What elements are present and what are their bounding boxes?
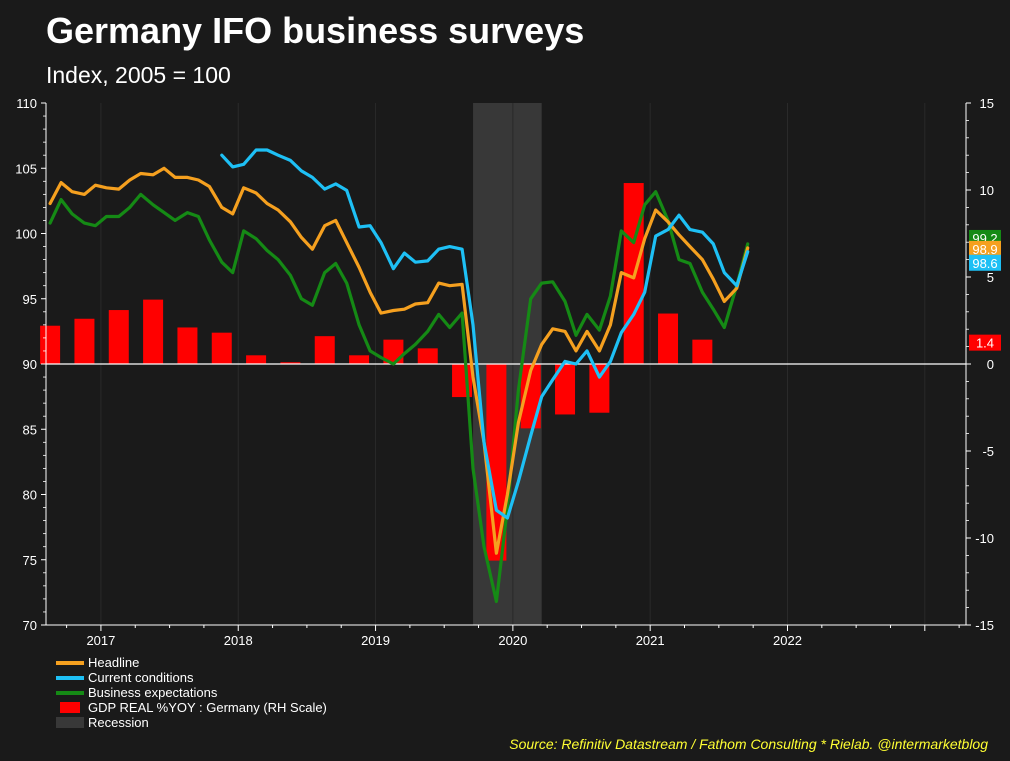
badge-gdp — [969, 334, 1001, 351]
gdp-bar — [74, 318, 95, 364]
badge-headline-label: 98.9 — [972, 242, 997, 257]
gdp-bar — [246, 355, 267, 364]
legend-label-headline: Headline — [88, 655, 140, 670]
x-tick-label: 2017 — [86, 633, 115, 648]
legend-item-business-expectations: Business expectations — [56, 685, 327, 700]
left-tick-label: 85 — [23, 422, 37, 437]
left-tick-label: 70 — [23, 618, 37, 633]
right-tick-label: -5 — [982, 444, 994, 459]
left-tick-label: 80 — [23, 488, 37, 503]
left-tick-label: 105 — [15, 161, 37, 176]
gdp-bar — [143, 299, 164, 364]
series-line-headline — [48, 166, 750, 555]
series-line-current-conditions — [220, 148, 750, 520]
legend-label-current-conditions: Current conditions — [88, 670, 194, 685]
legend-label-recession: Recession — [88, 715, 149, 730]
legend-item-recession: Recession — [56, 715, 327, 730]
legend-label-gdp: GDP REAL %YOY : Germany (RH Scale) — [88, 700, 327, 715]
gdp-bar — [211, 332, 232, 364]
gdp-bar — [40, 325, 61, 364]
legend-swatch-headline — [56, 660, 84, 665]
left-tick-label: 110 — [16, 96, 37, 111]
chart-subtitle: Index, 2005 = 100 — [46, 62, 231, 88]
legend: Headline Current conditions Business exp… — [56, 655, 327, 730]
legend-label-business-expectations: Business expectations — [88, 685, 218, 700]
gdp-bar — [417, 348, 438, 364]
chart-title: Germany IFO business surveys — [46, 10, 585, 51]
legend-swatch-recession — [56, 717, 84, 728]
x-tick-label: 2020 — [498, 633, 527, 648]
legend-item-headline: Headline — [56, 655, 327, 670]
gdp-bar — [692, 339, 713, 364]
x-tick-label: 2022 — [773, 633, 802, 648]
gdp-bar — [314, 336, 335, 364]
right-tick-label: 15 — [980, 96, 994, 111]
gdp-bar — [177, 327, 198, 364]
badge-headline — [969, 240, 1001, 257]
gdp-bar — [108, 310, 129, 364]
badge-gdp-label: 1.4 — [976, 336, 994, 351]
gdp-bar — [349, 355, 370, 364]
gdp-bar — [589, 364, 610, 413]
legend-swatch-gdp — [60, 702, 80, 713]
left-tick-label: 100 — [15, 227, 37, 242]
x-tick-label: 2021 — [636, 633, 665, 648]
legend-item-gdp: GDP REAL %YOY : Germany (RH Scale) — [56, 700, 327, 715]
badge-current-conditions — [969, 254, 1001, 271]
legend-swatch-business-expectations — [56, 690, 84, 695]
gdp-bar — [555, 364, 576, 415]
right-tick-label: -10 — [975, 531, 994, 546]
right-tick-label: 0 — [987, 357, 994, 372]
right-tick-label: 5 — [987, 270, 994, 285]
left-tick-label: 75 — [23, 553, 37, 568]
badge-current-conditions-label: 98.6 — [972, 256, 997, 271]
legend-swatch-current-conditions — [56, 675, 84, 680]
gdp-bar — [280, 362, 301, 364]
x-tick-label: 2018 — [224, 633, 253, 648]
source-note: Source: Refinitiv Datastream / Fathom Co… — [509, 736, 988, 752]
x-tick-label: 2019 — [361, 633, 390, 648]
series-line-business-expectations — [48, 190, 750, 604]
right-tick-label: -15 — [975, 618, 994, 633]
legend-item-current-conditions: Current conditions — [56, 670, 327, 685]
right-tick-label: 10 — [980, 183, 994, 198]
left-tick-label: 95 — [23, 292, 37, 307]
gdp-bar — [658, 313, 679, 364]
left-tick-label: 90 — [23, 357, 37, 372]
